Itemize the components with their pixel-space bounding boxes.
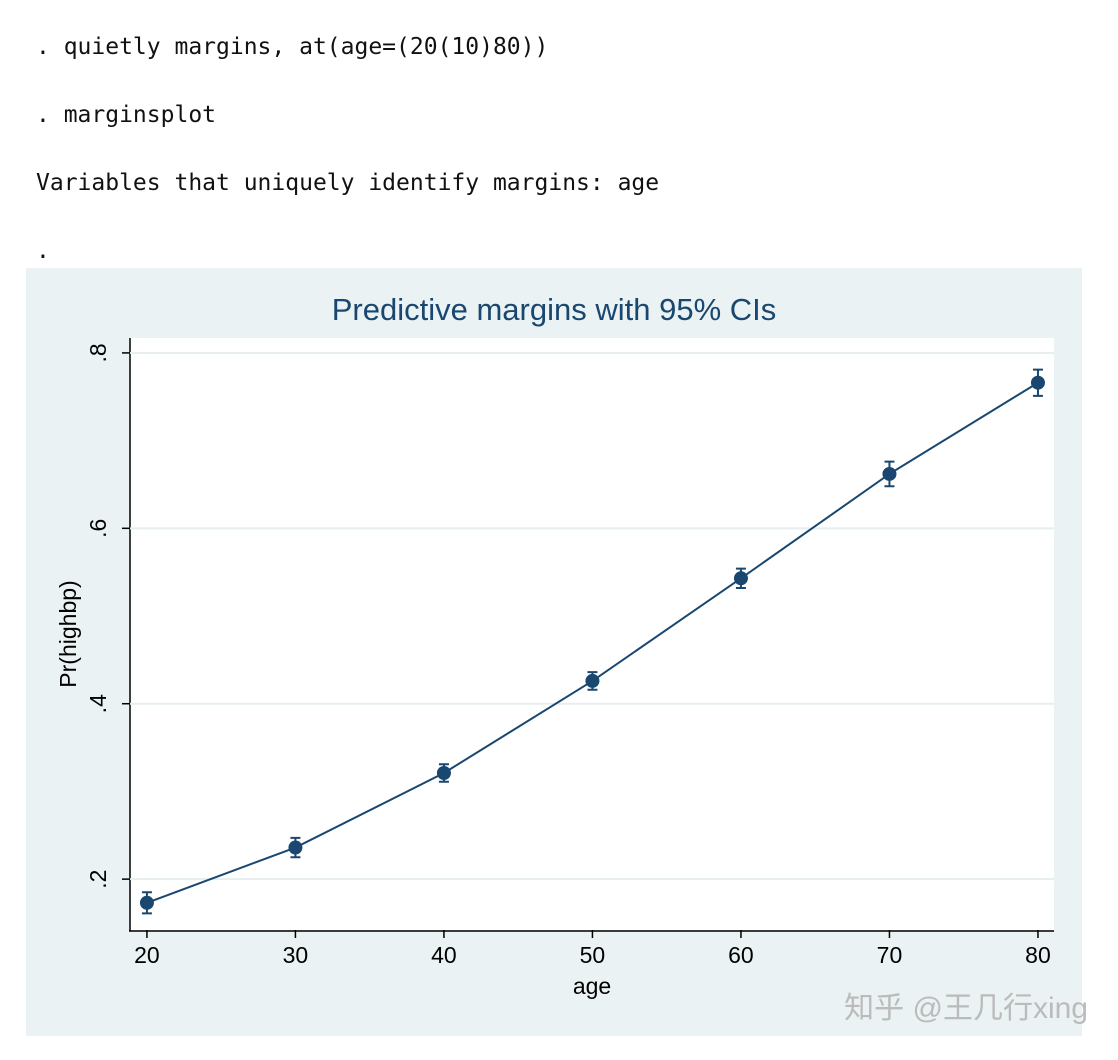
y-axis-title: Pr(highbp) bbox=[55, 580, 81, 687]
plot-area bbox=[130, 338, 1054, 930]
console-line: Variables that uniquely identify margins… bbox=[36, 170, 660, 196]
point bbox=[436, 766, 451, 781]
y-tick-label: .8 bbox=[85, 343, 111, 362]
console-line: . marginsplot bbox=[36, 102, 217, 128]
x-tick-label: 80 bbox=[1025, 942, 1051, 968]
console-line: . quietly margins, at(age=(20(10)80)) bbox=[36, 34, 549, 60]
x-tick-label: 70 bbox=[877, 942, 903, 968]
y-tick-label: .2 bbox=[85, 870, 111, 889]
x-tick-label: 40 bbox=[431, 942, 457, 968]
x-tick-label: 20 bbox=[134, 942, 160, 968]
x-tick-label: 30 bbox=[283, 942, 309, 968]
point bbox=[585, 673, 600, 688]
console-line: . bbox=[36, 238, 50, 264]
y-tick-label: .4 bbox=[85, 694, 111, 713]
watermark: 知乎 @王几行xing bbox=[844, 992, 1088, 1025]
chart-title: Predictive margins with 95% CIs bbox=[332, 292, 777, 327]
x-tick-label: 60 bbox=[728, 942, 754, 968]
y-tick-label: .6 bbox=[85, 519, 111, 538]
point bbox=[882, 466, 897, 481]
x-tick-label: 50 bbox=[580, 942, 606, 968]
x-axis-title: age bbox=[573, 973, 611, 999]
point bbox=[139, 895, 154, 910]
point bbox=[733, 571, 748, 586]
point bbox=[1030, 375, 1045, 390]
point bbox=[288, 840, 303, 855]
